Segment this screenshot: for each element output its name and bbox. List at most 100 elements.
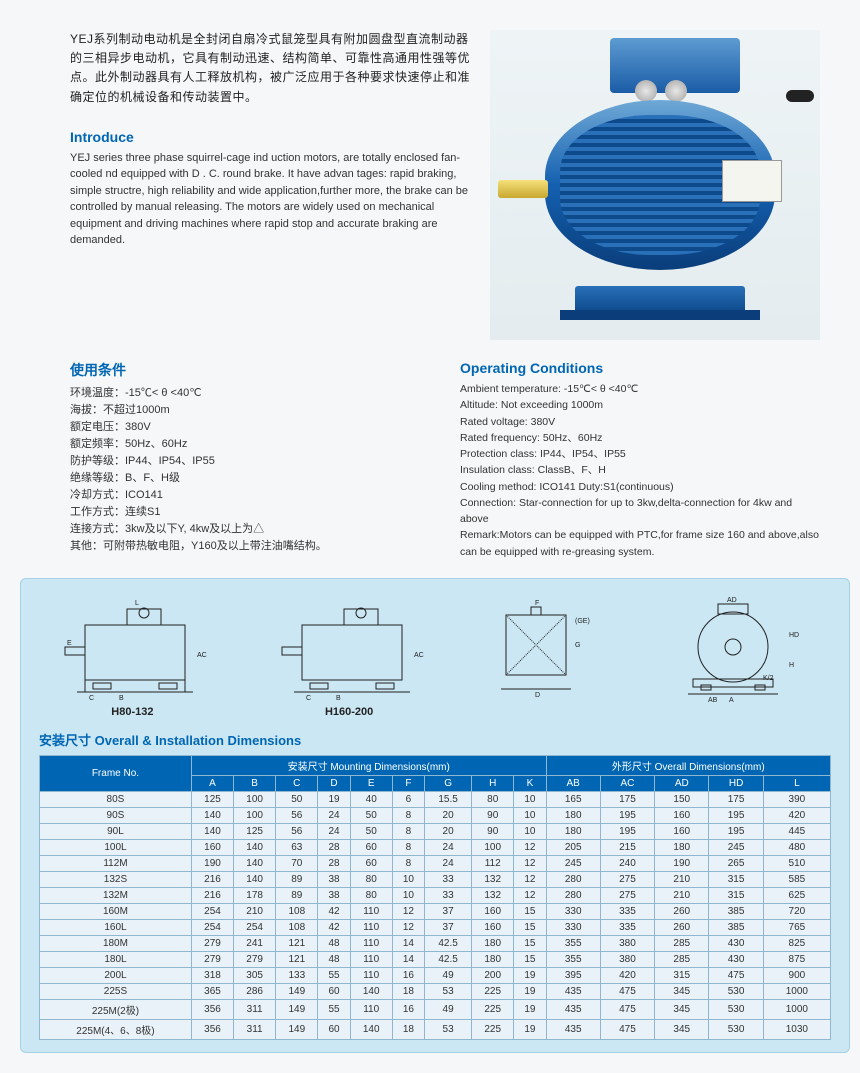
table-row: 180L279279121481101442.51801535538028543… <box>40 951 831 967</box>
th-col: D <box>318 775 350 791</box>
cell-value: 215 <box>600 839 654 855</box>
cell-value: 254 <box>191 919 233 935</box>
cell-value: 56 <box>276 807 318 823</box>
diagrams-row: C B L E AC H80-132 <box>39 597 831 718</box>
cell-value: 190 <box>191 855 233 871</box>
cell-value: 18 <box>392 983 424 999</box>
cell-value: 480 <box>763 839 830 855</box>
cell-value: 80 <box>350 887 392 903</box>
condition-en-line: Insulation class: ClassB、F、H <box>460 462 820 478</box>
cell-value: 475 <box>600 1019 654 1039</box>
cell-value: 260 <box>655 919 709 935</box>
condition-en-line: Protection class: IP44、IP54、IP55 <box>460 446 820 462</box>
intro-chinese: YEJ系列制动电动机是全封闭自扇冷式鼠笼型具有附加圆盘型直流制动器的三相异步电动… <box>70 30 470 107</box>
cell-value: 285 <box>655 951 709 967</box>
condition-en-line: Connection: Star-connection for up to 3k… <box>460 495 820 528</box>
cell-value: 720 <box>763 903 830 919</box>
conditions-en-title: Operating Conditions <box>460 360 820 376</box>
cell-value: 18 <box>392 1019 424 1039</box>
cell-value: 28 <box>318 855 350 871</box>
cell-value: 90 <box>472 823 514 839</box>
cell-value: 125 <box>191 791 233 807</box>
conditions-chinese: 使用条件 环境温度：-15℃< θ <40℃海拔：不超过1000m额定电压：38… <box>70 360 430 560</box>
svg-text:F: F <box>535 600 539 607</box>
cell-value: 245 <box>709 839 763 855</box>
dimensions-table: Frame No. 安装尺寸 Mounting Dimensions(mm) 外… <box>39 755 831 1040</box>
cell-value: 279 <box>191 951 233 967</box>
svg-text:D: D <box>535 692 540 699</box>
cell-value: 15 <box>514 903 546 919</box>
cell-value: 280 <box>546 871 600 887</box>
cell-value: 285 <box>655 935 709 951</box>
condition-cn-line: 环境温度：-15℃< θ <40℃ <box>70 385 430 402</box>
cell-value: 12 <box>392 903 424 919</box>
cell-value: 38 <box>318 871 350 887</box>
cell-value: 275 <box>600 887 654 903</box>
motor-shaft <box>498 180 548 198</box>
cell-value: 110 <box>350 935 392 951</box>
condition-en-line: Cooling method: ICO141 Duty:S1(continuou… <box>460 479 820 495</box>
cell-value: 286 <box>234 983 276 999</box>
cell-value: 24 <box>425 855 472 871</box>
cell-frame: 160L <box>40 919 192 935</box>
cell-value: 216 <box>191 871 233 887</box>
svg-text:K/2: K/2 <box>763 675 774 682</box>
cell-value: 355 <box>546 951 600 967</box>
th-col: AC <box>600 775 654 791</box>
cell-value: 42.5 <box>425 951 472 967</box>
condition-cn-line: 额定电压：380V <box>70 419 430 436</box>
svg-text:L: L <box>135 600 139 607</box>
cell-value: 140 <box>350 983 392 999</box>
cell-value: 15.5 <box>425 791 472 807</box>
cell-value: 205 <box>546 839 600 855</box>
cell-value: 19 <box>514 967 546 983</box>
cell-value: 420 <box>600 967 654 983</box>
cell-value: 149 <box>276 983 318 999</box>
cell-frame: 90L <box>40 823 192 839</box>
cell-value: 19 <box>318 791 350 807</box>
cell-value: 335 <box>600 903 654 919</box>
cell-value: 108 <box>276 903 318 919</box>
cell-value: 225 <box>472 1019 514 1039</box>
cell-frame: 225M(4、6、8极) <box>40 1019 192 1039</box>
cell-value: 435 <box>546 983 600 999</box>
cell-value: 48 <box>318 935 350 951</box>
motor-foot <box>575 286 745 312</box>
table-row: 160M254210108421101237160153303352603857… <box>40 903 831 919</box>
cell-frame: 100L <box>40 839 192 855</box>
cell-value: 150 <box>655 791 709 807</box>
cell-value: 345 <box>655 1019 709 1039</box>
cell-frame: 160M <box>40 903 192 919</box>
cell-value: 395 <box>546 967 600 983</box>
cell-value: 380 <box>600 951 654 967</box>
cell-value: 311 <box>234 1019 276 1039</box>
cell-value: 180 <box>546 823 600 839</box>
cell-value: 100 <box>234 807 276 823</box>
cell-value: 178 <box>234 887 276 903</box>
cell-value: 241 <box>234 935 276 951</box>
cell-value: 265 <box>709 855 763 871</box>
cell-value: 14 <box>392 935 424 951</box>
intro-english: YEJ series three phase squirrel-cage ind… <box>70 150 470 249</box>
cell-value: 110 <box>350 951 392 967</box>
cell-value: 6 <box>392 791 424 807</box>
cell-value: 63 <box>276 839 318 855</box>
cell-value: 475 <box>709 967 763 983</box>
condition-en-line: Ambient temperature: -15℃< θ <40℃ <box>460 381 820 397</box>
cell-value: 315 <box>709 887 763 903</box>
cell-value: 8 <box>392 823 424 839</box>
cell-value: 15 <box>514 935 546 951</box>
cell-value: 530 <box>709 999 763 1019</box>
cell-value: 435 <box>546 999 600 1019</box>
cell-value: 12 <box>514 871 546 887</box>
cell-frame: 225S <box>40 983 192 999</box>
condition-cn-line: 绝缘等级：B、F、H级 <box>70 470 430 487</box>
cell-value: 530 <box>709 1019 763 1039</box>
cell-value: 50 <box>350 823 392 839</box>
cell-value: 330 <box>546 919 600 935</box>
svg-text:H: H <box>789 662 794 669</box>
cell-frame: 132S <box>40 871 192 887</box>
table-title: 安装尺寸 Overall & Installation Dimensions <box>39 730 831 749</box>
diagram-h160-200: AC B C H160-200 <box>274 597 424 718</box>
cell-value: 133 <box>276 967 318 983</box>
